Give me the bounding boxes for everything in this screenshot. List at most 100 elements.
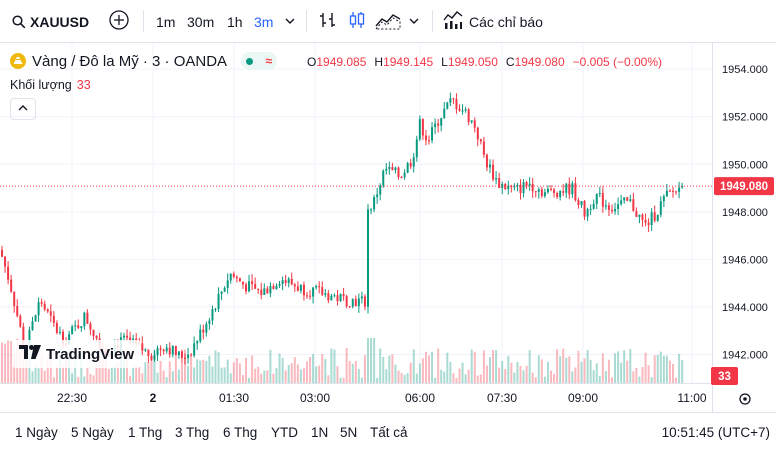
candle-body <box>260 289 263 295</box>
add-symbol-button[interactable] <box>108 0 130 43</box>
candle-body <box>168 347 171 355</box>
volume-bar <box>278 353 281 383</box>
area-style-button[interactable] <box>374 0 401 43</box>
tradingview-logo[interactable]: TradingView <box>12 340 142 368</box>
range-3m[interactable]: 3 Thg <box>175 425 210 440</box>
volume-bar <box>129 375 132 383</box>
candle-body <box>257 288 260 290</box>
candle-body <box>537 189 540 192</box>
candle-body <box>367 209 369 307</box>
candle-body <box>318 286 321 288</box>
candle-body <box>406 163 409 173</box>
volume-bar <box>123 356 125 383</box>
time-tick-label: 11:00 <box>677 391 706 405</box>
range-5d[interactable]: 5 Ngày <box>71 425 114 440</box>
volume-bar <box>668 360 671 383</box>
interval-1h[interactable]: 1h <box>227 13 243 30</box>
volume-bar <box>470 349 473 383</box>
volume-bar <box>431 351 434 383</box>
candle-body <box>534 191 537 193</box>
indicators-button[interactable]: Các chỉ báo <box>443 0 543 43</box>
candle-body <box>482 141 485 155</box>
chevron-down-icon <box>284 14 296 30</box>
volume-bar <box>406 373 409 383</box>
candle-body <box>504 183 507 190</box>
candle-body <box>1 249 3 257</box>
market-open-dot-icon <box>246 57 254 65</box>
interval-3m[interactable]: 3m <box>254 13 274 30</box>
candle-body <box>473 120 476 128</box>
volume-bar <box>171 371 174 383</box>
clock-timezone[interactable]: 10:51:45 (UTC+7) <box>661 425 770 440</box>
candle-body <box>10 279 13 292</box>
candle-body <box>434 123 437 128</box>
candle-body <box>440 118 443 126</box>
market-status-pill[interactable]: ≈ <box>241 52 278 70</box>
volume-bar <box>476 375 479 383</box>
volume-bar <box>86 367 89 383</box>
volume-bar <box>449 361 452 383</box>
volume-bar <box>644 352 647 383</box>
price-tick-label: 1948.000 <box>722 207 768 219</box>
volume-bar <box>363 355 366 383</box>
candle-style-button[interactable] <box>347 0 367 43</box>
candle-body <box>144 349 147 351</box>
candle-body <box>681 186 684 188</box>
toolbar-divider <box>143 10 144 32</box>
price-axis: 1954.000 1952.000 1950.000 1948.000 1946.000… <box>722 64 768 361</box>
candle-body <box>601 193 604 207</box>
range-ytd[interactable]: YTD <box>271 425 298 440</box>
symbol-search[interactable]: XAUUSD <box>12 0 89 43</box>
time-tick-label: 22:30 <box>57 391 87 405</box>
candle-body <box>49 311 52 316</box>
chevron-down-icon <box>408 14 420 30</box>
candle-body <box>278 283 281 286</box>
volume-bar <box>394 364 397 383</box>
candle-body <box>190 354 193 356</box>
bar-style-button[interactable] <box>318 0 338 43</box>
settings-gear-icon[interactable] <box>739 393 751 405</box>
volume-bar <box>31 371 34 383</box>
volume-bar <box>428 355 430 383</box>
price-chart[interactable]: 1954.000 1952.000 1950.000 1948.000 1946.000… <box>0 43 776 413</box>
candle-body <box>28 329 31 347</box>
volume-bar <box>424 351 427 383</box>
candle-body <box>394 167 397 171</box>
volume-bar <box>199 360 202 383</box>
symbol-legend: Vàng / Đô la Mỹ · 3 · OANDA ≈ <box>10 52 278 70</box>
candle-body <box>635 211 638 217</box>
candle-body <box>595 194 598 204</box>
range-1d[interactable]: 1 Ngày <box>15 425 58 440</box>
volume-bar <box>562 348 565 383</box>
volume-bar <box>184 349 186 383</box>
chevron-up-icon <box>17 100 29 118</box>
volume-bar <box>595 363 598 383</box>
volume-bar <box>174 356 177 383</box>
range-all[interactable]: Tất cả <box>370 425 408 440</box>
range-1m[interactable]: 1 Thg <box>128 425 163 440</box>
volume-bar <box>110 366 113 383</box>
interval-dropdown[interactable] <box>284 0 296 43</box>
candle-body <box>354 299 357 307</box>
candle-body <box>363 296 366 307</box>
candle-body <box>357 298 360 307</box>
plus-circle-icon <box>108 9 130 34</box>
range-1y[interactable]: 1N <box>311 425 329 440</box>
interval-30m[interactable]: 30m <box>187 13 215 30</box>
volume-bar <box>586 349 589 383</box>
range-5y[interactable]: 5N <box>340 425 358 440</box>
volume-bar <box>607 359 610 383</box>
candle-body <box>187 354 190 359</box>
collapse-legend-button[interactable] <box>10 98 36 120</box>
volume-bar <box>638 376 641 383</box>
volume-bar <box>190 356 193 383</box>
range-6m[interactable]: 6 Thg <box>223 425 258 440</box>
interval-1m[interactable]: 1m <box>156 13 176 30</box>
volume-bar <box>293 357 296 383</box>
volume-bar <box>101 358 104 383</box>
candle-body <box>443 108 446 119</box>
candle-body <box>647 222 650 226</box>
volume-bar <box>159 360 162 383</box>
candle-body <box>211 309 214 321</box>
chart-type-dropdown[interactable] <box>408 0 420 43</box>
